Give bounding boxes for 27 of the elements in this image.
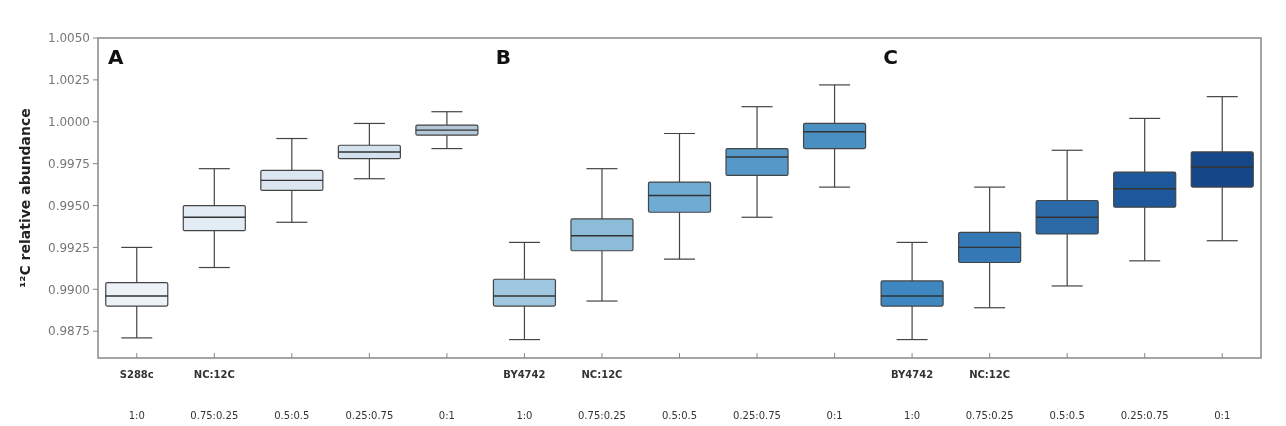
y-tick-label: 0.9900: [48, 282, 90, 297]
y-tick-label: 0.9925: [48, 240, 90, 255]
x-tick-label: 0:1: [1214, 410, 1231, 421]
x-tick-label: 0.25:0.75: [1120, 410, 1169, 421]
x-tick-label: 0.5:0.5: [1049, 410, 1085, 421]
annotation: A: [108, 45, 124, 69]
category-label: NC:12C 0.75:0.25: [965, 369, 1014, 421]
category-label: BY4742 1:0: [891, 369, 934, 421]
x-tick-label: 0.5:0.5: [274, 410, 310, 421]
x-tick-label: 0.25:0.75: [345, 410, 394, 421]
y-tick-label: 1.0025: [48, 73, 90, 88]
category-label: NC:12C 0.75:0.25: [190, 369, 239, 421]
x-tick-label: 0.25:0.75: [733, 410, 781, 421]
annotation: C: [883, 45, 899, 69]
y-tick-label: 1.0000: [48, 114, 90, 129]
x-tick-label: 0:1: [438, 410, 455, 421]
y-tick-label: 1.0050: [48, 31, 90, 46]
category-label: NC:12C 0.75:0.25: [578, 369, 626, 421]
x-tick-label: 0:1: [826, 410, 843, 421]
y-tick-label: 0.9950: [48, 198, 90, 213]
x-tick-label: 0.5:0.5: [661, 410, 698, 421]
category-label: S288c 1:0: [119, 369, 154, 421]
category-label: BY4742 1:0: [503, 369, 546, 421]
annotation: B: [495, 45, 511, 69]
y-tick-label: 0.9875: [48, 324, 90, 339]
y-tick-label: 0.9975: [48, 156, 90, 171]
y-axis-title: ¹²C relative abundance: [17, 108, 33, 288]
